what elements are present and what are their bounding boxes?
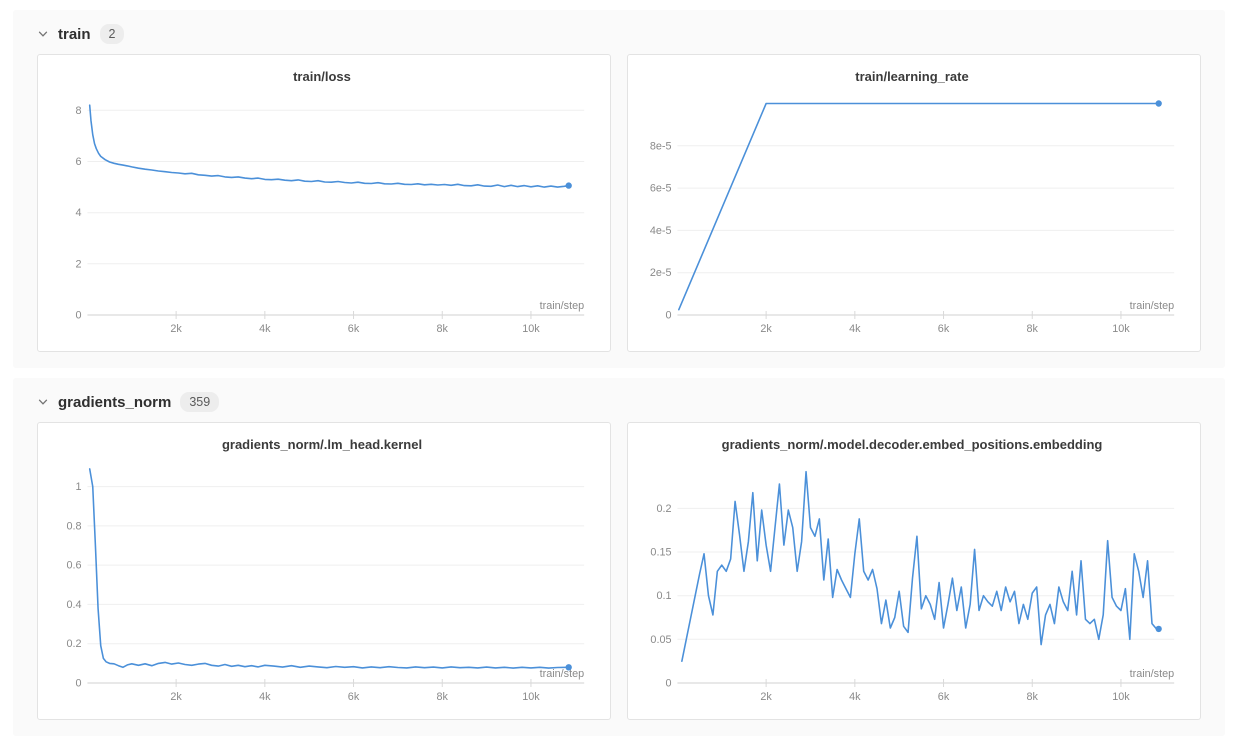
chevron-down-icon xyxy=(37,396,49,408)
svg-text:4k: 4k xyxy=(849,323,861,335)
svg-text:10k: 10k xyxy=(522,323,540,335)
svg-text:6k: 6k xyxy=(938,323,950,335)
svg-text:10k: 10k xyxy=(1112,323,1130,335)
section-header-train[interactable]: train 2 xyxy=(37,18,1201,50)
section-gradients-norm: gradients_norm 359 gradients_norm/.lm_he… xyxy=(13,378,1225,736)
svg-text:0.05: 0.05 xyxy=(650,634,671,646)
svg-text:0.6: 0.6 xyxy=(66,560,81,572)
svg-text:4k: 4k xyxy=(259,691,271,703)
charts-row: gradients_norm/.lm_head.kernel 0 0.2 0.4 0.… xyxy=(37,422,1201,720)
svg-text:train/step: train/step xyxy=(540,668,585,680)
svg-text:10k: 10k xyxy=(1112,691,1130,703)
svg-text:8k: 8k xyxy=(437,323,449,335)
chart-title: gradients_norm/.lm_head.kernel xyxy=(221,437,423,452)
svg-text:0.2: 0.2 xyxy=(656,503,671,515)
svg-text:8k: 8k xyxy=(437,691,449,703)
svg-text:8: 8 xyxy=(75,105,81,117)
section-count-badge: 2 xyxy=(99,24,125,44)
svg-text:6k: 6k xyxy=(348,323,360,335)
chart-panel-embed-positions-embedding[interactable]: gradients_norm/.model.decoder.embed_posi… xyxy=(627,422,1201,720)
chevron-down-icon xyxy=(37,28,49,40)
svg-text:1: 1 xyxy=(75,481,81,493)
svg-text:4k: 4k xyxy=(259,323,271,335)
svg-text:0.8: 0.8 xyxy=(66,520,81,532)
section-label: gradients_norm xyxy=(58,393,172,411)
svg-text:2k: 2k xyxy=(760,323,772,335)
charts-row: train/loss 0 2 4 6 8 2k 4k 6k 8k 10k train/step tr… xyxy=(37,54,1201,352)
svg-text:train/step: train/step xyxy=(540,300,585,312)
section-label: train xyxy=(58,25,91,43)
svg-text:10k: 10k xyxy=(522,691,540,703)
svg-text:2k: 2k xyxy=(170,691,182,703)
chart-title: train/loss xyxy=(293,69,351,84)
svg-text:0: 0 xyxy=(75,309,81,321)
svg-text:4e-5: 4e-5 xyxy=(650,225,672,237)
svg-text:2k: 2k xyxy=(760,691,772,703)
section-train: train 2 train/loss 0 2 4 6 8 2k 4k 6k 8k 10k train… xyxy=(13,10,1225,368)
svg-text:2e-5: 2e-5 xyxy=(650,267,672,279)
svg-text:0.15: 0.15 xyxy=(650,546,671,558)
section-count-badge: 359 xyxy=(180,392,220,412)
svg-text:0.4: 0.4 xyxy=(66,599,81,611)
svg-text:8k: 8k xyxy=(1027,323,1039,335)
chart-title: train/learning_rate xyxy=(855,69,969,84)
section-header-gradients-norm[interactable]: gradients_norm 359 xyxy=(37,386,1201,418)
svg-text:0: 0 xyxy=(75,677,81,689)
chart-title: gradients_norm/.model.decoder.embed_posi… xyxy=(721,437,1103,452)
chart-panel-lm-head-kernel[interactable]: gradients_norm/.lm_head.kernel 0 0.2 0.4 0.… xyxy=(37,422,611,720)
svg-text:2: 2 xyxy=(75,258,81,270)
svg-text:0: 0 xyxy=(665,677,671,689)
svg-text:8e-5: 8e-5 xyxy=(650,140,672,152)
svg-text:0.1: 0.1 xyxy=(656,590,671,602)
svg-text:2k: 2k xyxy=(170,323,182,335)
svg-text:train/step: train/step xyxy=(1130,300,1175,312)
svg-text:4: 4 xyxy=(75,207,81,219)
svg-text:train/step: train/step xyxy=(1130,668,1175,680)
svg-text:6k: 6k xyxy=(348,691,360,703)
chart-panel-train-loss[interactable]: train/loss 0 2 4 6 8 2k 4k 6k 8k 10k train/step xyxy=(37,54,611,352)
svg-text:0: 0 xyxy=(665,309,671,321)
chart-panel-train-learning-rate[interactable]: train/learning_rate 0 2e-5 4e-5 6e-5 8e-5 2k 4… xyxy=(627,54,1201,352)
svg-text:8k: 8k xyxy=(1027,691,1039,703)
svg-text:6: 6 xyxy=(75,156,81,168)
svg-text:6k: 6k xyxy=(938,691,950,703)
svg-text:0.2: 0.2 xyxy=(66,638,81,650)
svg-text:6e-5: 6e-5 xyxy=(650,183,672,195)
svg-text:4k: 4k xyxy=(849,691,861,703)
